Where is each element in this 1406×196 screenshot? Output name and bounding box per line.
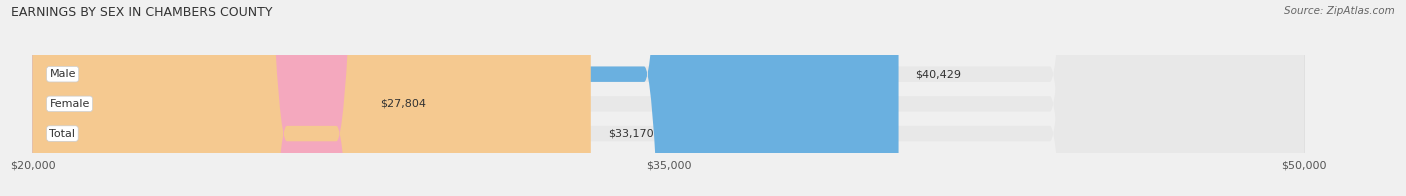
FancyBboxPatch shape (32, 0, 1305, 196)
Text: Source: ZipAtlas.com: Source: ZipAtlas.com (1284, 6, 1395, 16)
FancyBboxPatch shape (32, 0, 1305, 196)
Text: Total: Total (49, 129, 76, 139)
Text: $27,804: $27,804 (380, 99, 426, 109)
FancyBboxPatch shape (32, 0, 363, 196)
FancyBboxPatch shape (32, 0, 1305, 196)
Text: Male: Male (49, 69, 76, 79)
Text: $40,429: $40,429 (915, 69, 962, 79)
Text: $33,170: $33,170 (607, 129, 654, 139)
FancyBboxPatch shape (32, 0, 591, 196)
Text: Female: Female (49, 99, 90, 109)
FancyBboxPatch shape (32, 0, 898, 196)
Text: EARNINGS BY SEX IN CHAMBERS COUNTY: EARNINGS BY SEX IN CHAMBERS COUNTY (11, 6, 273, 19)
